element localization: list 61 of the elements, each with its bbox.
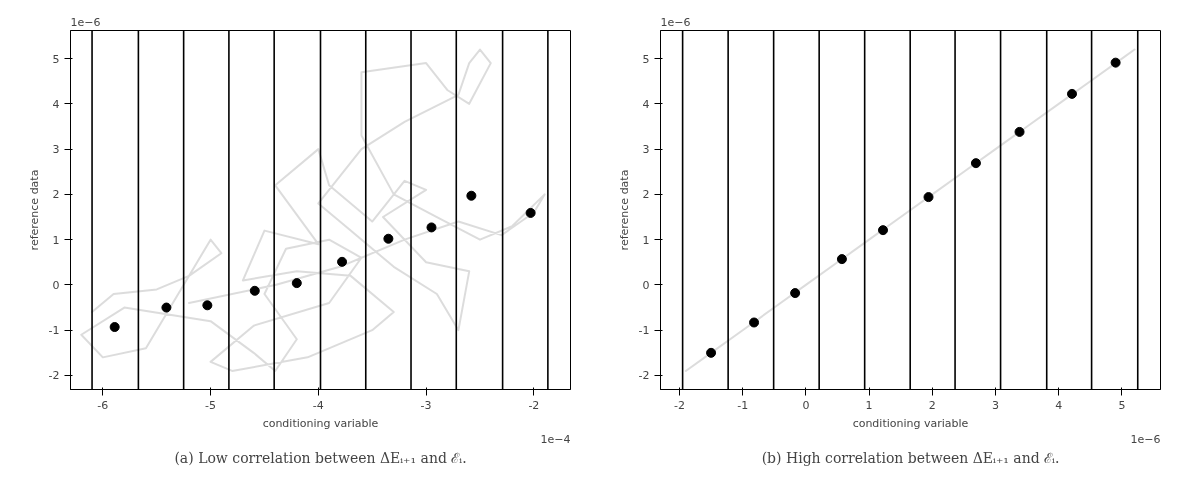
point [970, 158, 981, 169]
y-tick-label: 1 [52, 233, 60, 247]
x-tick-label: 3 [992, 398, 1000, 412]
point [426, 222, 437, 233]
point [1067, 88, 1077, 99]
point [249, 285, 260, 296]
point [1110, 57, 1121, 68]
x-tick-label: -1 [737, 398, 749, 412]
text: (a) Low correlation between ΔEᵢ₊₁ and ℰᵢ. [174, 449, 467, 466]
x-tick-label: -2 [528, 398, 540, 412]
point [383, 233, 394, 244]
y-axis-title: reference data [617, 169, 631, 251]
x-tick-label: 1 [865, 398, 873, 412]
y-tick-label: -2 [638, 369, 650, 383]
x-tick-label: 0 [802, 398, 810, 412]
x-tick-label: -3 [420, 398, 432, 412]
point [836, 254, 847, 265]
y-tick-label: 3 [52, 143, 60, 157]
x-tick-label: -5 [205, 398, 217, 412]
text: 1e−6 [660, 15, 691, 29]
y-tick-label: 1 [642, 233, 650, 247]
y-tick-label: -2 [48, 369, 60, 383]
point [466, 190, 477, 201]
text: 1e−6 [70, 15, 101, 29]
y-tick-label: -1 [638, 324, 650, 338]
y-tick-label: 5 [52, 52, 60, 66]
y-tick-label: 3 [642, 143, 650, 157]
line-series [80, 48, 546, 372]
x-tick-label: 5 [1118, 398, 1126, 412]
x-axis-title: conditioning variable [262, 416, 379, 430]
y-tick-label: 5 [642, 52, 650, 66]
y-tick-label: -1 [48, 324, 60, 338]
x-tick-label: 4 [1055, 398, 1063, 412]
point [878, 225, 888, 236]
point [337, 256, 348, 267]
text: (b) High correlation between ΔEᵢ₊₁ and ℰᵢ. [761, 449, 1060, 466]
y-tick-label: 2 [52, 188, 60, 202]
point [202, 300, 213, 311]
point [923, 192, 934, 203]
y-tick-label: 0 [642, 278, 650, 292]
line-series [684, 48, 1136, 372]
x-tick-label: -4 [312, 398, 324, 412]
y-tick-label: 4 [642, 97, 650, 111]
x-tick-label: 2 [928, 398, 936, 412]
point [1014, 126, 1025, 137]
y-tick-label: 0 [52, 278, 60, 292]
text: 1e−6 [1130, 432, 1161, 446]
y-tick-label: 2 [642, 188, 650, 202]
point [749, 317, 760, 328]
x-tick-label: -2 [673, 398, 685, 412]
point [291, 278, 302, 289]
y-axis-title: reference data [27, 169, 41, 251]
x-tick-label: -6 [97, 398, 109, 412]
y-tick-label: 4 [52, 97, 60, 111]
point [109, 322, 120, 333]
point [161, 302, 172, 313]
point [706, 347, 717, 358]
text: 1e−4 [540, 432, 571, 446]
point [525, 207, 536, 218]
x-axis-title: conditioning variable [852, 416, 969, 430]
point [790, 288, 801, 299]
